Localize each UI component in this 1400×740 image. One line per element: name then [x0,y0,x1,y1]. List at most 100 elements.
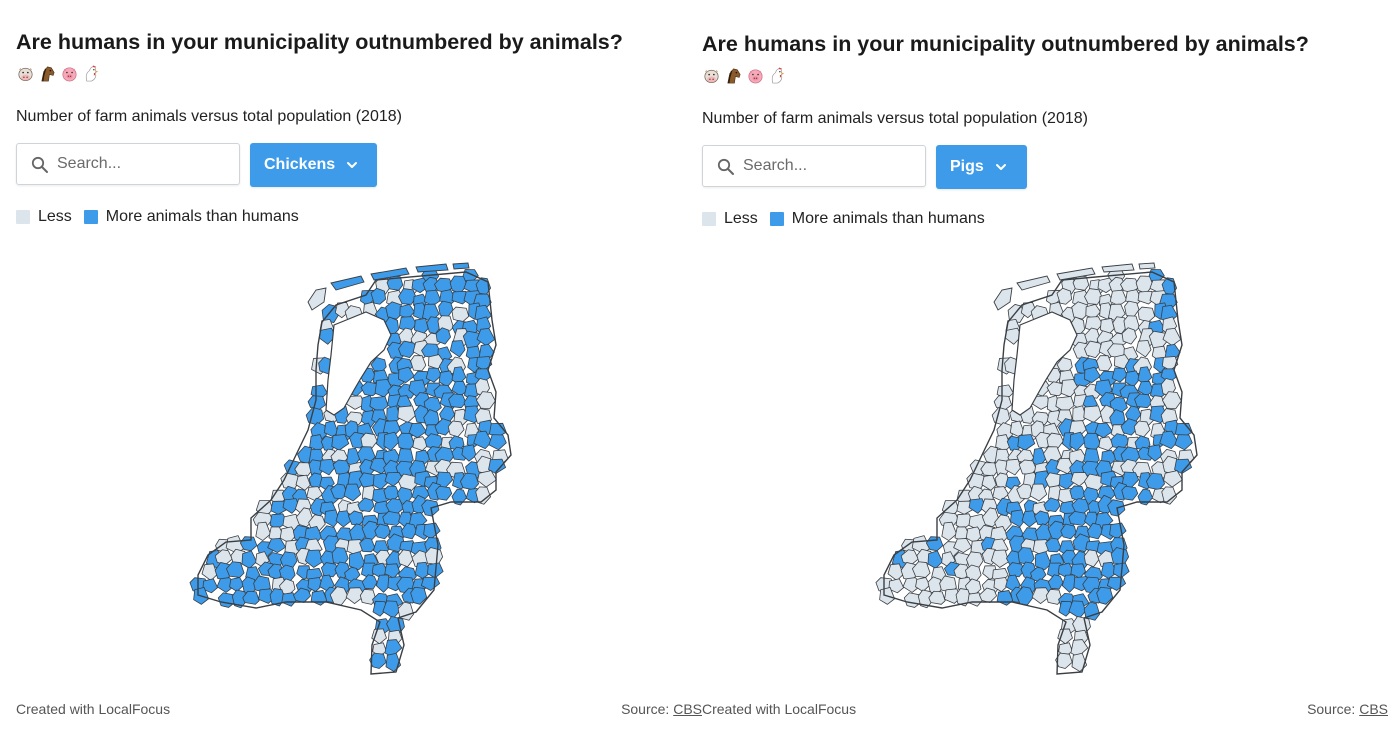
municipality-area[interactable] [1137,488,1153,506]
municipality-area[interactable] [927,550,943,569]
municipality-area[interactable] [1161,486,1177,505]
island-municipality[interactable] [1056,267,1096,281]
municipality-area[interactable] [202,578,219,594]
municipality-area[interactable] [229,577,245,593]
island-municipality[interactable] [993,287,1013,311]
municipality-area[interactable] [306,486,323,501]
municipality-area[interactable] [449,275,468,294]
municipality-area[interactable] [1087,522,1103,540]
island-municipality[interactable] [330,275,365,291]
municipality-area[interactable] [1109,289,1128,307]
municipality-area[interactable] [349,431,366,449]
municipality-area[interactable] [1068,510,1088,526]
municipality-area[interactable] [305,406,325,426]
municipality-area[interactable] [383,431,401,451]
municipality-area[interactable] [1096,355,1113,372]
municipality-area[interactable] [408,422,427,439]
island-municipality[interactable] [1016,275,1051,291]
municipality-area[interactable] [991,406,1011,426]
municipality-area[interactable] [888,578,905,594]
municipality-area[interactable] [335,510,352,528]
municipality-area[interactable] [1058,600,1075,617]
municipality-area[interactable] [255,521,272,541]
municipality-area[interactable] [981,474,997,491]
municipality-area[interactable] [1029,483,1048,502]
municipality-area[interactable] [953,538,972,553]
municipality-area[interactable] [1124,300,1140,318]
municipality-area[interactable] [1034,551,1052,571]
municipality-area[interactable] [1083,405,1102,423]
municipality-area[interactable] [1162,391,1182,410]
municipality-area[interactable] [384,472,403,487]
search-input[interactable] [743,146,919,186]
municipality-area[interactable] [370,287,387,305]
municipality-area[interactable] [1043,497,1061,513]
municipality-area[interactable] [941,521,958,541]
municipality-area[interactable] [955,588,972,607]
municipality-area[interactable] [371,628,387,645]
municipality-area[interactable] [374,523,391,540]
municipality-area[interactable] [994,472,1010,489]
municipality-area[interactable] [372,472,391,490]
municipality-area[interactable] [1135,275,1154,294]
municipality-area[interactable] [1045,588,1063,605]
municipality-area[interactable] [323,509,340,528]
municipality-area[interactable] [980,462,999,477]
municipality-area[interactable] [349,523,366,543]
municipality-area[interactable] [967,592,984,607]
search-box[interactable] [702,145,926,187]
municipality-area[interactable] [1084,366,1101,384]
municipality-area[interactable] [1163,470,1183,488]
netherlands-map[interactable] [166,250,546,690]
municipality-area[interactable] [994,514,1012,531]
municipality-area[interactable] [993,395,1012,411]
municipality-area[interactable] [488,458,507,474]
municipality-area[interactable] [1094,422,1113,439]
municipality-area[interactable] [345,587,366,604]
municipality-area[interactable] [410,586,428,605]
municipality-area[interactable] [1159,430,1179,450]
municipality-area[interactable] [990,549,1010,568]
municipality-area[interactable] [369,457,389,475]
municipality-area[interactable] [1055,652,1073,669]
municipality-area[interactable] [1017,434,1036,451]
municipality-area[interactable] [1107,499,1126,517]
municipality-area[interactable] [1084,288,1103,305]
municipality-area[interactable] [397,601,414,621]
municipality-area[interactable] [348,551,366,571]
municipality-area[interactable] [374,379,393,398]
municipality-area[interactable] [1134,393,1153,409]
municipality-area[interactable] [398,288,417,305]
municipality-area[interactable] [1124,370,1141,388]
municipality-area[interactable] [1060,523,1077,540]
municipality-area[interactable] [1071,301,1090,320]
municipality-area[interactable] [282,498,300,514]
municipality-area[interactable] [397,405,416,423]
municipality-area[interactable] [1084,340,1103,359]
municipality-area[interactable] [382,510,402,526]
municipality-area[interactable] [1083,549,1100,568]
municipality-area[interactable] [1060,379,1079,398]
municipality-area[interactable] [382,600,400,619]
municipality-area[interactable] [434,418,454,436]
municipality-area[interactable] [307,395,326,411]
municipality-area[interactable] [438,300,454,318]
municipality-area[interactable] [357,497,375,513]
municipality-area[interactable] [1133,420,1151,438]
municipality-area[interactable] [1031,587,1052,604]
island-municipality[interactable] [452,262,470,270]
municipality-area[interactable] [385,301,404,320]
source-link[interactable]: CBS [673,701,702,717]
municipality-area[interactable] [295,474,311,491]
municipality-area[interactable] [1174,434,1193,451]
municipality-area[interactable] [488,434,507,451]
municipality-area[interactable] [1016,483,1034,500]
municipality-area[interactable] [231,589,248,609]
municipality-area[interactable] [1120,418,1140,436]
municipality-area[interactable] [1121,327,1137,345]
municipality-area[interactable] [993,577,1010,592]
municipality-area[interactable] [928,590,946,605]
municipality-area[interactable] [435,485,453,501]
municipality-area[interactable] [449,340,466,358]
municipality-area[interactable] [412,436,429,451]
